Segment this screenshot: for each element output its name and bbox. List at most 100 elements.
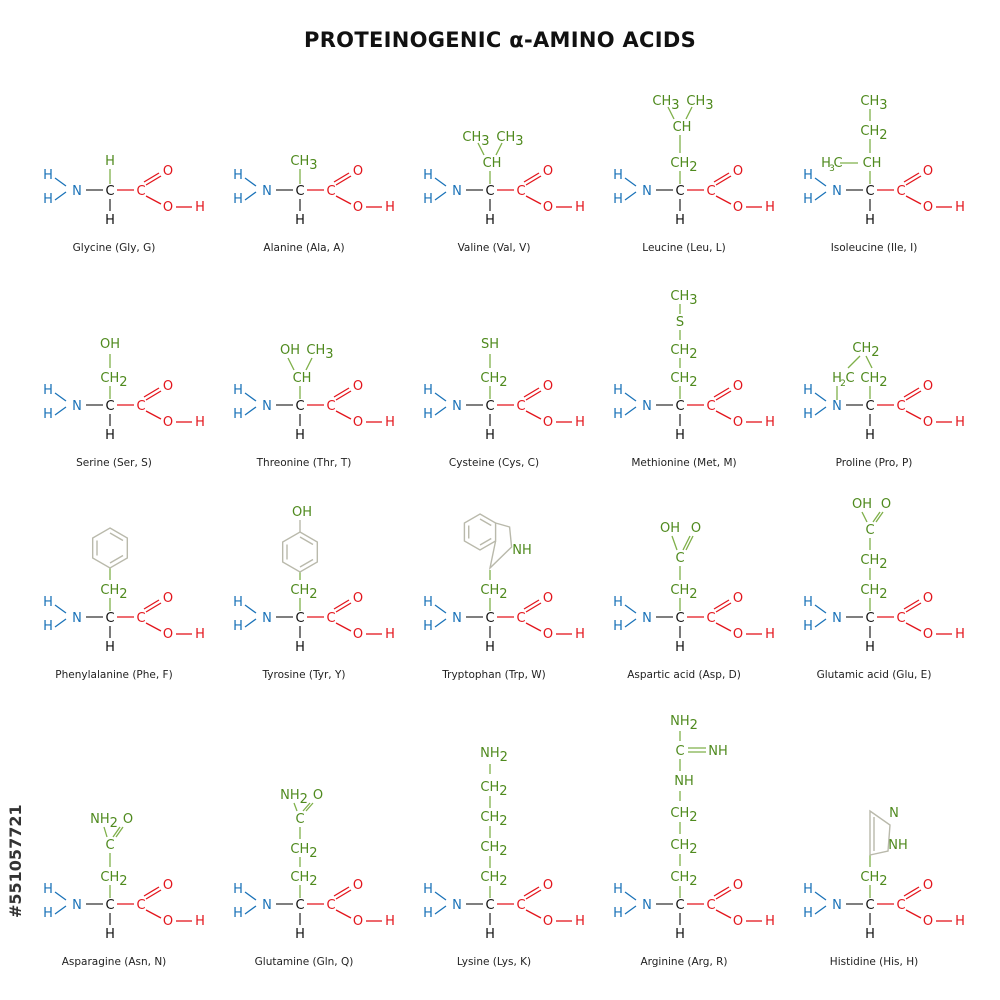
pyrrole-ring	[488, 522, 513, 571]
bond-line	[525, 390, 542, 401]
methylene-group-label: CH2	[852, 341, 879, 360]
bond-line	[624, 392, 637, 402]
bond-line	[905, 195, 922, 205]
methylene-group-label: CH2	[670, 583, 697, 602]
bond-line	[495, 142, 503, 156]
alpha-carbon-label: C	[675, 399, 684, 414]
bond-line	[145, 602, 162, 613]
amino-hydrogen-label: H	[43, 383, 53, 398]
hydroxyl-hydrogen-label: H	[385, 415, 395, 430]
hydroxyl-oxygen-label: O	[733, 200, 743, 215]
carbonyl-oxygen-label: O	[543, 379, 553, 394]
amino-acid-card: CH2 NH H H N C C O O H H Tryptophan (Trp, W)	[390, 510, 590, 710]
alpha-carbon-label: C	[865, 184, 874, 199]
amino-hydrogen-label: H	[233, 383, 243, 398]
bond-line	[145, 889, 162, 900]
carboxyl-carbon-label: C	[136, 399, 145, 414]
bond-line	[903, 172, 920, 183]
hydroxyl-oxygen-label: O	[353, 415, 363, 430]
amino-hydrogen-label: H	[233, 882, 243, 897]
hydroxyl-hydrogen-label: H	[195, 627, 205, 642]
bond-line	[525, 889, 542, 900]
bond-line	[145, 175, 162, 186]
bond-line	[624, 905, 637, 915]
bond-line	[434, 891, 447, 901]
amino-nitrogen-label: N	[262, 184, 272, 199]
amino-acid-name: Serine (Ser, S)	[76, 457, 152, 469]
bond-line	[143, 599, 160, 610]
bond-line	[685, 535, 694, 551]
bond-line	[434, 604, 447, 614]
bond-line	[814, 406, 827, 416]
bond-line	[875, 511, 884, 523]
amino-hydrogen-label: H	[233, 168, 243, 183]
hydroxyl-hydrogen-label: H	[765, 914, 775, 929]
bond-line	[434, 406, 447, 416]
hydroxyl-group-label: OH	[660, 521, 680, 536]
amino-acid-card: CH2 CH2 C OH O H H N C C O O H H Glutamic acid (Glu, E…	[770, 497, 970, 710]
amino-hydrogen-label: H	[423, 619, 433, 634]
bond-line	[299, 536, 314, 546]
amide-nitrogen-label: NH2	[280, 788, 308, 807]
bond-line	[434, 618, 447, 628]
amide-nitrogen-label: NH2	[90, 812, 118, 831]
bond-line	[244, 618, 257, 628]
bond-line	[872, 511, 881, 523]
carbonyl-oxygen-label: O	[163, 164, 173, 179]
alpha-carbon-label: C	[485, 611, 494, 626]
methylene-group-label: CH2	[670, 343, 697, 362]
hydroxyl-oxygen-label: O	[923, 627, 933, 642]
bond-line	[814, 392, 827, 402]
alpha-carbon-label: C	[295, 399, 304, 414]
alpha-hydrogen-label: H	[295, 213, 305, 228]
methylene-group-label: CH2	[480, 371, 507, 390]
bond-line	[335, 889, 352, 900]
methine-group-label: CH	[293, 371, 312, 386]
bond-line	[333, 172, 350, 183]
hydroxyl-oxygen-label: O	[163, 200, 173, 215]
methylene-group-label: CH2	[480, 870, 507, 889]
methyl-group-label: H	[821, 156, 831, 171]
bond-line	[682, 535, 691, 551]
carbonyl-oxygen-label: O	[353, 591, 363, 606]
hydroxyl-hydrogen-label: H	[195, 200, 205, 215]
amino-hydrogen-label: H	[233, 906, 243, 921]
alpha-hydrogen-label: H	[295, 640, 305, 655]
methylene-group-label: CH2	[860, 583, 887, 602]
amino-acid-card: CH2 OH H H N C C O O H H Tyrosine (Tyr, Y)	[200, 505, 400, 710]
methyl-group-label: CH3	[462, 130, 489, 149]
amino-hydrogen-label: H	[613, 906, 623, 921]
hydroxyl-hydrogen-label: H	[385, 914, 395, 929]
bond-line	[109, 554, 124, 564]
amino-acid-name: Aspartic acid (Asp, D)	[627, 669, 741, 681]
hydroxyl-group-label: OH	[280, 343, 300, 358]
carboxyl-carbon-label: C	[326, 898, 335, 913]
alpha-carbon-label: C	[865, 611, 874, 626]
bond-line	[54, 191, 67, 201]
amino-acid-name: Glycine (Gly, G)	[73, 242, 156, 254]
carboxyl-carbon-label: C	[516, 399, 525, 414]
alpha-hydrogen-label: H	[295, 927, 305, 942]
bond-line	[434, 191, 447, 201]
amino-acid-card: CH2 C NH2 O H H N C C O O H H Asparagine (Asn, N)	[10, 705, 210, 975]
methyl-group-label: C	[833, 156, 842, 171]
amino-nitrogen-label: N	[642, 611, 652, 626]
carboxyl-carbon-label: C	[706, 611, 715, 626]
methylene-group-label: H	[832, 371, 842, 386]
bond-line	[814, 618, 827, 628]
methine-group-label: CH	[863, 156, 882, 171]
methylene-group-label: CH2	[860, 371, 887, 390]
bond-line	[903, 886, 920, 897]
amino-hydrogen-label: H	[43, 407, 53, 422]
bond-line	[525, 410, 542, 420]
carbonyl-oxygen-label: O	[733, 878, 743, 893]
alpha-carbon-label: C	[865, 399, 874, 414]
hydroxyl-group-label: OH	[292, 505, 312, 520]
bond-line	[847, 355, 861, 369]
